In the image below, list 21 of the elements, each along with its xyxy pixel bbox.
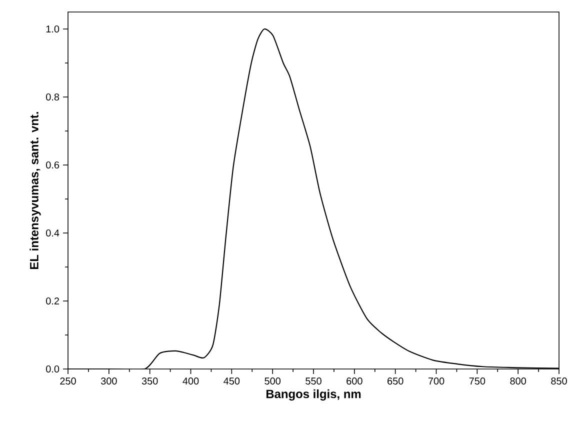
y-tick-label: 0.4 [46, 229, 60, 237]
x-tick-label: 550 [306, 378, 322, 385]
y-tick-label: 0.6 [46, 161, 60, 169]
x-tick-label: 650 [388, 378, 404, 385]
x-tick-label: 300 [100, 378, 117, 385]
y-tick-label: 1.0 [46, 25, 60, 33]
y-tick-label: 0.0 [46, 365, 60, 373]
x-tick-label: 600 [346, 378, 362, 385]
x-tick-label: 850 [551, 378, 567, 385]
x-tick-label: 700 [428, 378, 444, 385]
x-tick-label: 750 [469, 378, 486, 385]
x-tick-label: 350 [142, 378, 158, 385]
y-tick-label: 0.2 [46, 297, 59, 305]
x-axis-title: Bangos ilgis, nm [266, 389, 361, 401]
y-axis-title: EL intensyvumas, sant. vnt. [30, 112, 41, 269]
x-tick-label: 250 [60, 378, 76, 385]
x-tick-label: 400 [182, 378, 199, 385]
x-tick-label: 450 [224, 378, 240, 385]
x-tick-label: 500 [264, 378, 281, 385]
x-tick-label: 800 [510, 378, 526, 385]
y-tick-label: 0.8 [46, 93, 60, 101]
